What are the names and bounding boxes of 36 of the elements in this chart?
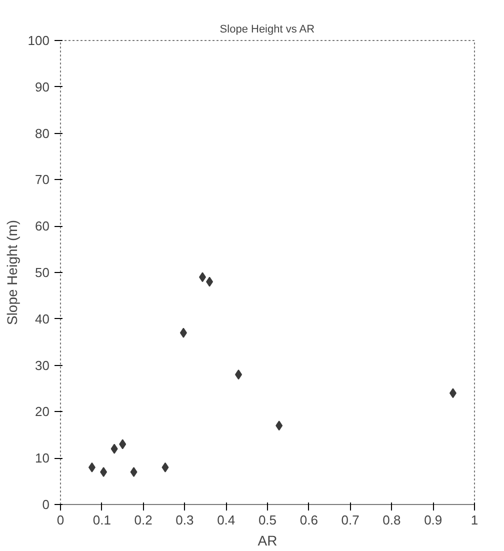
- y-tick-label: 30: [35, 358, 50, 373]
- x-tick-label: 0.3: [176, 512, 194, 528]
- y-tick-label: 50: [35, 265, 50, 280]
- x-axis-title: AR: [258, 532, 278, 548]
- y-tick-label: 60: [35, 218, 50, 234]
- x-tick-label: 0.4: [217, 512, 236, 528]
- chart-title: Slope Height vs AR: [220, 24, 315, 36]
- y-axis-title: Slope Height (m): [4, 220, 20, 326]
- y-tick-label: 10: [35, 450, 50, 466]
- x-tick-label: 0.5: [258, 512, 277, 528]
- x-tick-label: 0.1: [92, 512, 111, 528]
- point: [119, 439, 126, 450]
- y-tick-label: 20: [35, 404, 50, 420]
- x-tick-label: 0.6: [300, 512, 318, 528]
- point: [130, 467, 138, 478]
- y-tick-label: 70: [35, 172, 50, 188]
- y-tick-label: 90: [35, 79, 50, 94]
- point: [180, 328, 187, 338]
- point: [449, 388, 456, 398]
- point: [110, 444, 118, 454]
- x-tick-label: 0.9: [424, 512, 442, 528]
- x-tick-label: 1: [470, 512, 478, 528]
- point: [206, 276, 214, 287]
- y-tick-label: 0: [42, 497, 50, 512]
- point: [235, 370, 242, 380]
- point: [276, 420, 283, 431]
- x-tick-label: 0.7: [341, 512, 360, 528]
- y-tick-label: 80: [35, 126, 50, 141]
- point: [100, 467, 108, 478]
- point: [88, 462, 96, 472]
- x-tick-label: 0.2: [134, 512, 152, 528]
- y-tick-label: 100: [28, 33, 50, 48]
- x-tick-label: 0.8: [382, 512, 401, 528]
- point: [162, 462, 169, 472]
- x-tick-label: 0: [56, 512, 64, 528]
- y-tick-label: 40: [35, 311, 50, 326]
